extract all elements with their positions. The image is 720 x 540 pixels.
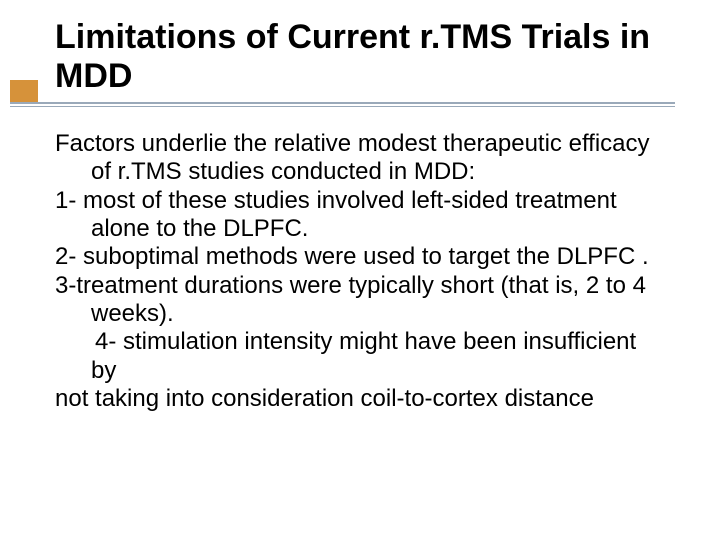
body-block: Factors underlie the relative modest the… xyxy=(55,130,655,413)
body-point-3: 3-treatment durations were typically sho… xyxy=(55,272,655,329)
title-underline-top xyxy=(10,102,675,104)
body-point-4b: not taking into consideration coil-to-co… xyxy=(55,385,655,413)
slide: Limitations of Current r.TMS Trials in M… xyxy=(0,0,720,540)
title-rule xyxy=(55,100,675,120)
title-underline-bottom xyxy=(10,106,675,107)
title-block: Limitations of Current r.TMS Trials in M… xyxy=(55,18,675,120)
body-intro: Factors underlie the relative modest the… xyxy=(55,130,655,187)
slide-title: Limitations of Current r.TMS Trials in M… xyxy=(55,18,675,100)
body-point-1: 1- most of these studies involved left-s… xyxy=(55,187,655,244)
accent-square-icon xyxy=(10,80,38,102)
body-point-4a: 4- stimulation intensity might have been… xyxy=(55,328,655,385)
body-point-2: 2- suboptimal methods were used to targe… xyxy=(55,243,655,271)
